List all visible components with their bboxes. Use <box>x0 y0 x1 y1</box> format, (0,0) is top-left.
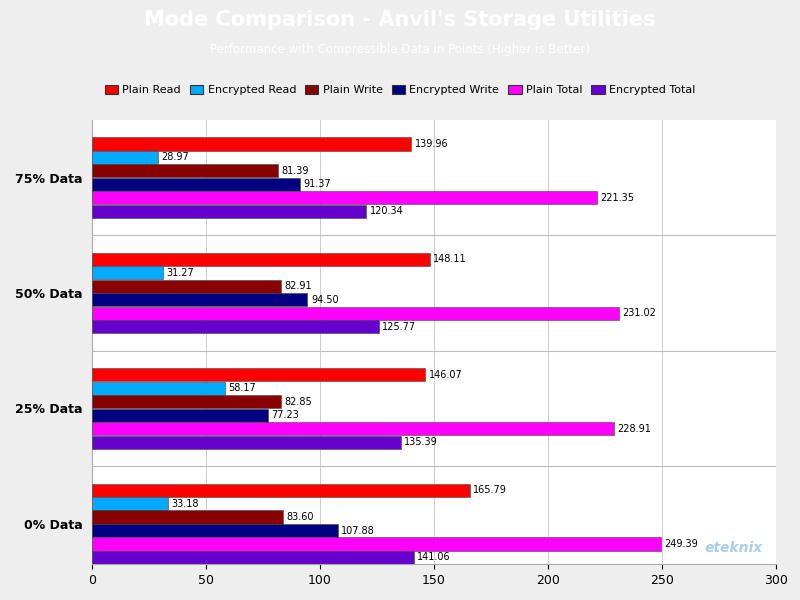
Text: 82.91: 82.91 <box>285 281 312 292</box>
Text: 120.34: 120.34 <box>370 206 403 217</box>
Text: 228.91: 228.91 <box>618 424 651 434</box>
Bar <box>92 307 618 320</box>
Text: 28.97: 28.97 <box>162 152 190 163</box>
Text: 31.27: 31.27 <box>166 268 194 278</box>
Bar <box>92 436 401 449</box>
Bar <box>92 511 282 524</box>
Text: 81.39: 81.39 <box>281 166 309 176</box>
Bar <box>92 395 281 408</box>
Text: 249.39: 249.39 <box>664 539 698 549</box>
Bar <box>92 178 300 191</box>
Text: 125.77: 125.77 <box>382 322 416 332</box>
Text: eteknix: eteknix <box>704 541 762 555</box>
Text: 165.79: 165.79 <box>474 485 507 495</box>
Bar <box>92 409 268 422</box>
Text: 141.06: 141.06 <box>417 553 450 562</box>
Bar <box>92 137 411 151</box>
Bar <box>92 253 430 266</box>
Text: 91.37: 91.37 <box>304 179 331 190</box>
Text: Performance with Compressible Data in Points (Higher is Better): Performance with Compressible Data in Po… <box>210 43 590 56</box>
Bar <box>92 524 338 537</box>
Text: 58.17: 58.17 <box>228 383 256 393</box>
Bar <box>92 320 378 333</box>
Text: 82.85: 82.85 <box>284 397 312 407</box>
Bar <box>92 266 163 280</box>
Bar <box>92 164 278 178</box>
Bar <box>92 191 597 205</box>
Text: 221.35: 221.35 <box>600 193 634 203</box>
Text: 33.18: 33.18 <box>171 499 198 509</box>
Bar <box>92 368 425 381</box>
Bar <box>92 280 281 293</box>
Bar <box>92 551 414 564</box>
Bar <box>92 382 225 395</box>
Bar <box>92 422 614 435</box>
Bar <box>92 205 366 218</box>
Bar <box>92 151 158 164</box>
Text: 139.96: 139.96 <box>414 139 448 149</box>
Legend: Plain Read, Encrypted Read, Plain Write, Encrypted Write, Plain Total, Encrypted: Plain Read, Encrypted Read, Plain Write,… <box>105 85 695 95</box>
Bar <box>92 293 307 307</box>
Bar <box>92 484 470 497</box>
Text: 94.50: 94.50 <box>311 295 338 305</box>
Text: 148.11: 148.11 <box>433 254 466 265</box>
Text: 135.39: 135.39 <box>404 437 438 447</box>
Text: 77.23: 77.23 <box>271 410 299 420</box>
Text: 107.88: 107.88 <box>342 526 375 536</box>
Bar <box>92 497 168 510</box>
Text: Mode Comparison - Anvil's Storage Utilities: Mode Comparison - Anvil's Storage Utilit… <box>144 10 656 30</box>
Text: 231.02: 231.02 <box>622 308 656 318</box>
Bar <box>92 538 661 551</box>
Text: 83.60: 83.60 <box>286 512 314 522</box>
Text: 146.07: 146.07 <box>429 370 462 380</box>
